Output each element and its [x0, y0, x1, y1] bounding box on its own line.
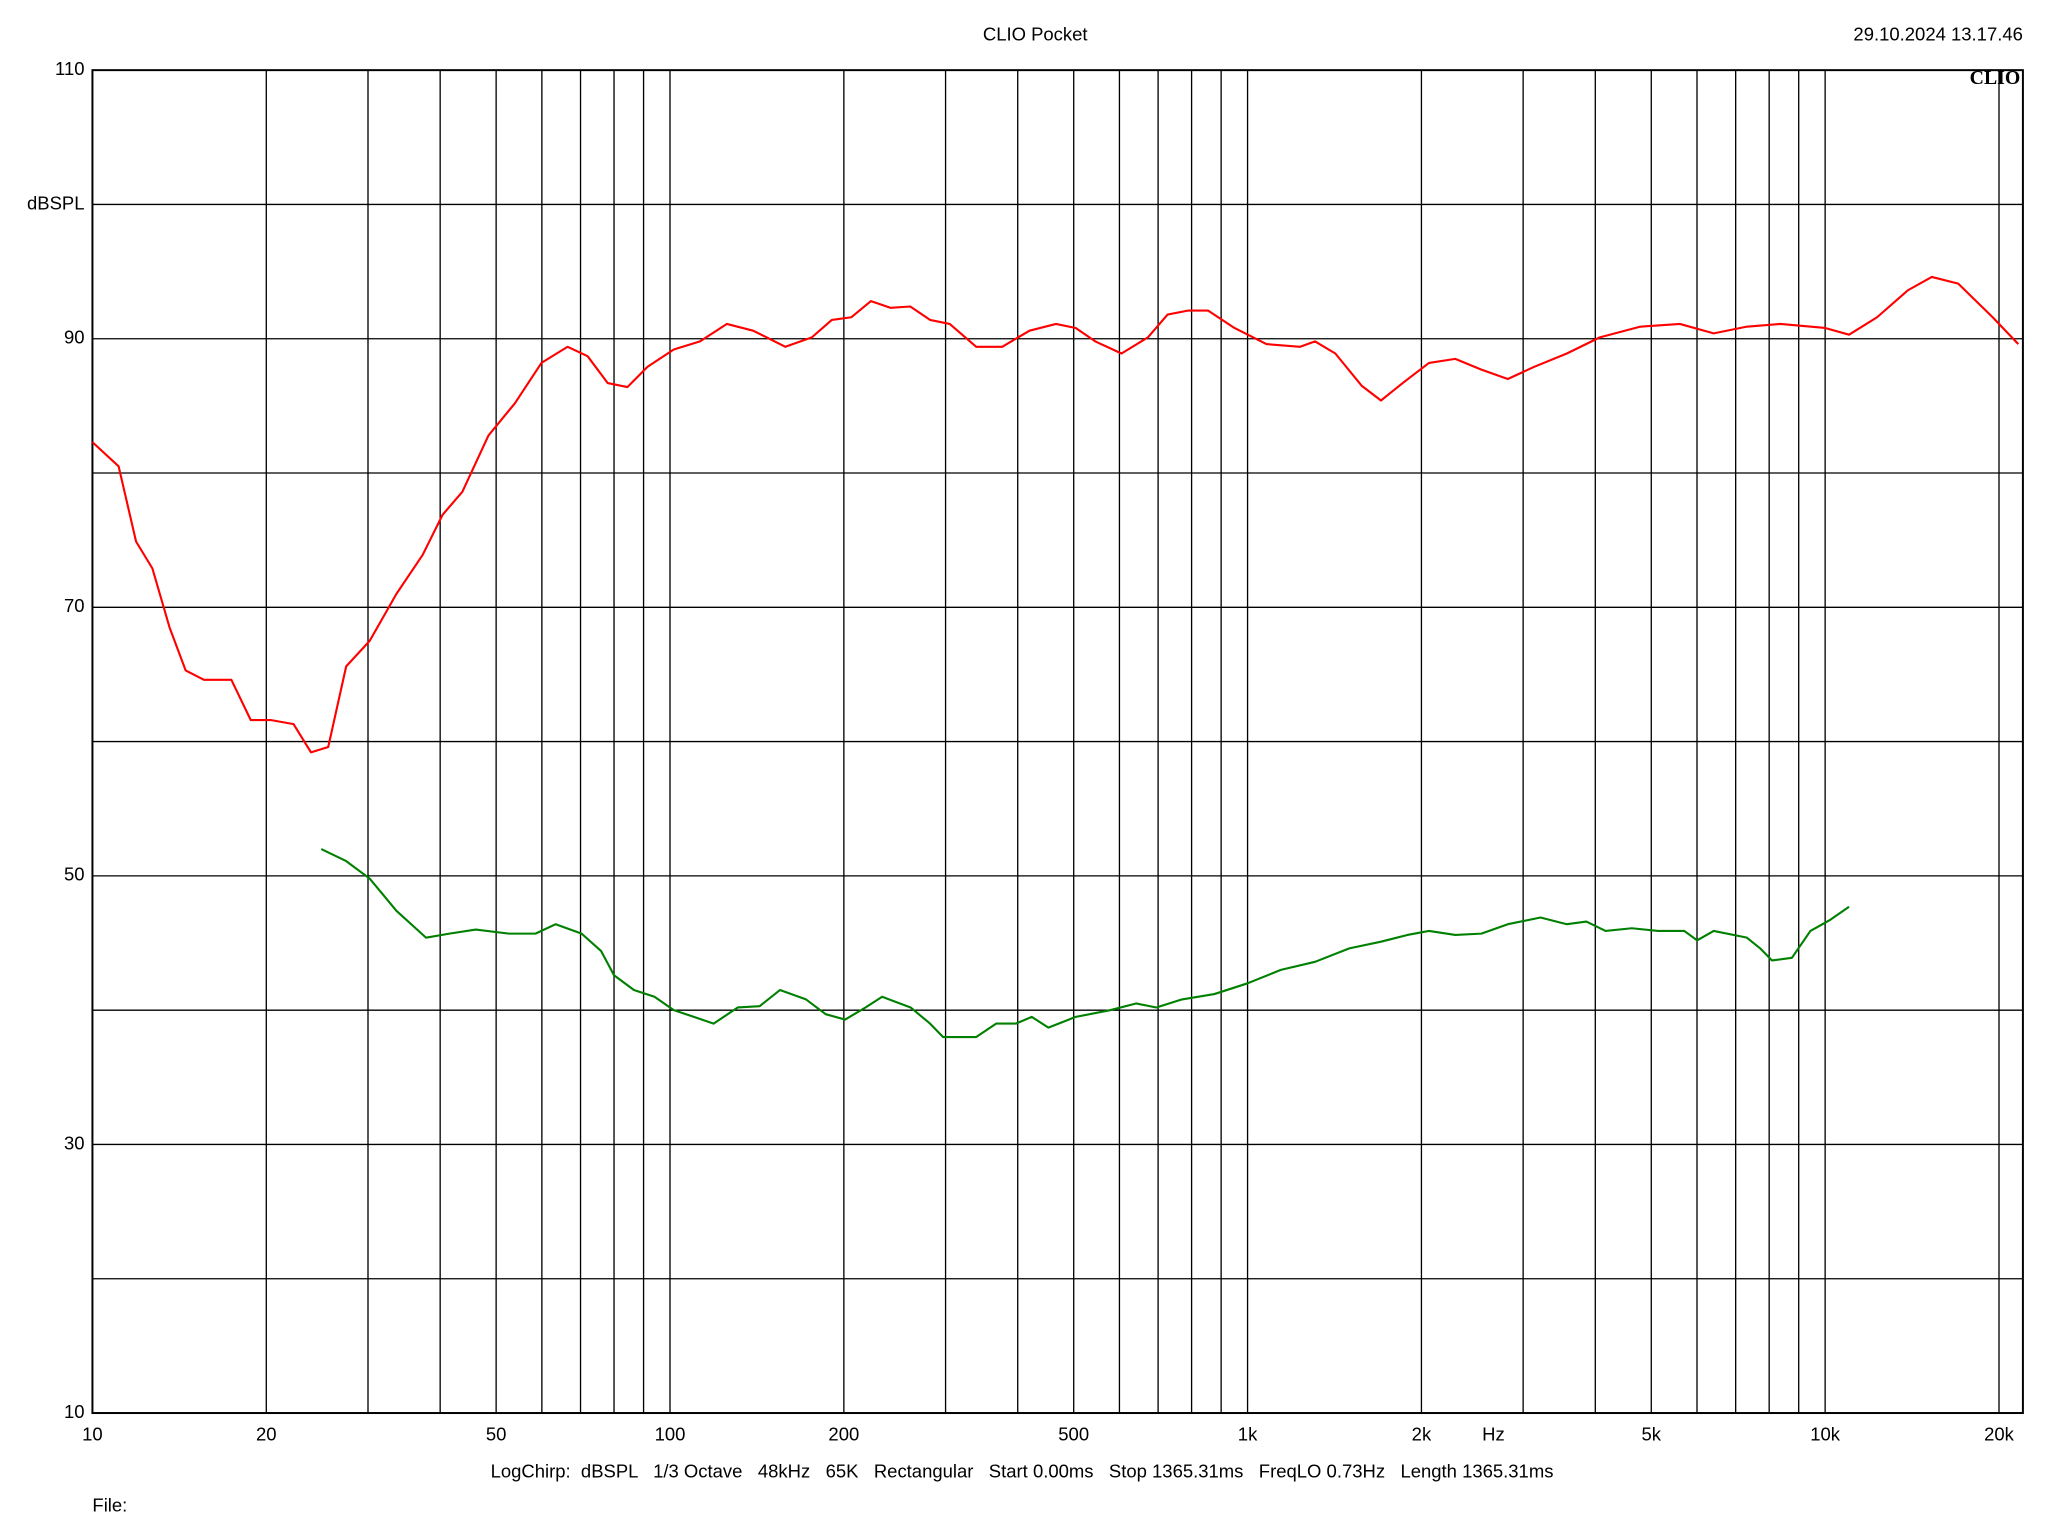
footer: LogChirp: dBSPL 1/3 Octave 48kHz 65K Rec…	[491, 1460, 1554, 1481]
y-tick-label: 110	[55, 58, 84, 79]
y-tick-label: 10	[64, 1401, 85, 1422]
timestamp: 29.10.2024 13.17.46	[1853, 24, 2022, 45]
x-tick-label: 10k	[1810, 1423, 1841, 1444]
x-axis-label: Hz	[1482, 1423, 1505, 1444]
x-tick-label: 10	[82, 1423, 103, 1444]
x-tick-label: 1k	[1238, 1423, 1258, 1444]
y-tick-label: 50	[64, 864, 85, 885]
y-axis-label: dBSPL	[27, 192, 85, 213]
chart-title: CLIO Pocket	[983, 24, 1088, 45]
x-tick-label: 20	[256, 1423, 277, 1444]
y-tick-label: 30	[64, 1132, 85, 1153]
x-tick-label: 100	[655, 1423, 686, 1444]
x-tick-label: 20k	[1984, 1423, 2015, 1444]
y-tick-label: 90	[64, 327, 85, 348]
logo: CLIO	[1970, 67, 2021, 89]
x-tick-label: 500	[1058, 1423, 1089, 1444]
x-tick-label: 200	[828, 1423, 859, 1444]
data-line	[91, 275, 2020, 754]
x-tick-label: 2k	[1412, 1423, 1432, 1444]
file-label: File:	[92, 1495, 127, 1516]
data-line	[320, 848, 1850, 1039]
x-tick-label: 5k	[1642, 1423, 1662, 1444]
plot-frame	[91, 69, 2024, 1415]
y-tick-label: 70	[64, 595, 85, 616]
x-tick-label: 50	[486, 1423, 507, 1444]
